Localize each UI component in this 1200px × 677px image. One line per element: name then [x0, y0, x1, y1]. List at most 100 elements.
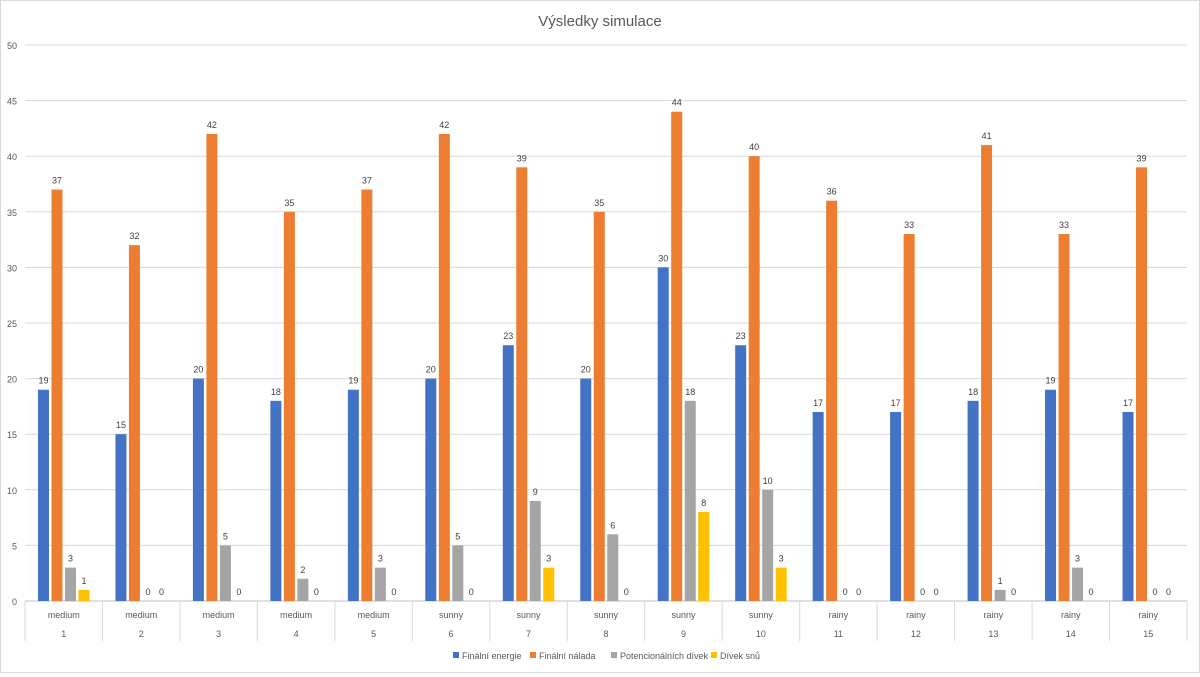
data-label: 0 [856, 587, 861, 597]
data-label: 19 [38, 376, 48, 386]
y-axis: 0 5 10 15 20 25 30 35 40 45 50 [7, 41, 17, 607]
y-tick-label: 5 [12, 541, 17, 551]
data-label: 5 [455, 531, 460, 541]
data-label: 42 [439, 120, 449, 130]
data-label: 0 [1166, 587, 1171, 597]
data-label: 0 [469, 587, 474, 597]
data-label: 20 [426, 365, 436, 375]
x-tick-label: 4 [294, 629, 299, 639]
data-label: 15 [116, 420, 126, 430]
x-group-label: sunny [594, 610, 619, 620]
data-label: 3 [68, 554, 73, 564]
y-tick-label: 50 [7, 41, 17, 51]
data-label: 0 [314, 587, 319, 597]
bar-3 [607, 534, 619, 601]
legend: Finální energie Finální nálada Potencionál… [453, 651, 760, 661]
data-label: 20 [193, 365, 203, 375]
legend-label: Potencionálních dívek [620, 651, 709, 661]
bars [37, 111, 1148, 602]
bar-2 [283, 211, 295, 602]
bar-1 [890, 411, 902, 601]
x-group-label: medium [125, 610, 157, 620]
gridlines [25, 44, 1187, 602]
x-tick-label: 9 [681, 629, 686, 639]
x-group-label: rainy [906, 610, 926, 620]
y-tick-label: 45 [7, 97, 17, 107]
bar-1 [580, 378, 592, 601]
bar-2 [671, 111, 683, 601]
bar-1 [502, 345, 514, 601]
x-tick-label: 5 [371, 629, 376, 639]
data-label: 19 [348, 376, 358, 386]
x-tick-label: 8 [603, 629, 608, 639]
data-label: 17 [1123, 398, 1133, 408]
data-label: 19 [1046, 376, 1056, 386]
bar-1 [735, 345, 747, 601]
data-label: 1 [81, 576, 86, 586]
x-tick-label: 3 [216, 629, 221, 639]
data-label: 30 [658, 253, 668, 263]
x-group-label: sunny [671, 610, 696, 620]
bar-2 [593, 211, 605, 602]
x-tick-label: 7 [526, 629, 531, 639]
bar-2 [981, 145, 993, 601]
y-tick-label: 35 [7, 208, 17, 218]
data-label: 0 [145, 587, 150, 597]
data-label: 39 [517, 153, 527, 163]
data-label: 39 [1137, 153, 1147, 163]
data-label: 0 [934, 587, 939, 597]
x-tick-label: 15 [1143, 629, 1153, 639]
data-label: 3 [378, 554, 383, 564]
bar-1 [425, 378, 437, 601]
legend-swatch-3 [611, 652, 617, 658]
data-label: 6 [610, 520, 615, 530]
y-tick-label: 25 [7, 319, 17, 329]
bar-2 [51, 189, 63, 601]
legend-swatch-4 [711, 652, 717, 658]
data-label: 9 [533, 487, 538, 497]
data-label: 41 [982, 131, 992, 141]
data-label: 23 [736, 331, 746, 341]
bar-1 [270, 400, 282, 601]
data-label: 23 [503, 331, 513, 341]
legend-label: Finální nálada [539, 651, 596, 661]
bar-2 [128, 245, 140, 601]
x-group-label: rainy [1139, 610, 1159, 620]
data-label: 3 [779, 554, 784, 564]
data-label: 0 [843, 587, 848, 597]
x-group-label: medium [48, 610, 80, 620]
data-label: 0 [624, 587, 629, 597]
x-tick-label: 11 [834, 629, 843, 639]
x-tick-label: 1 [61, 629, 66, 639]
bar-2 [826, 200, 838, 601]
bar-2 [361, 189, 373, 601]
bar-3 [64, 567, 76, 601]
bar-2 [1136, 167, 1148, 601]
x-tick-label: 14 [1066, 629, 1076, 639]
bar-3 [529, 500, 541, 601]
legend-label: Finální energie [462, 651, 522, 661]
data-label: 42 [207, 120, 217, 130]
data-label: 32 [129, 231, 139, 241]
x-tick-label: 13 [988, 629, 998, 639]
legend-swatch-1 [453, 652, 459, 658]
data-label: 1 [998, 576, 1003, 586]
data-label: 44 [672, 98, 682, 108]
x-group-label: rainy [984, 610, 1004, 620]
bar-2 [903, 234, 915, 602]
bar-3 [762, 489, 774, 601]
x-group-label: rainy [829, 610, 849, 620]
data-label: 8 [701, 498, 706, 508]
x-tick-label: 10 [756, 629, 766, 639]
bar-3 [684, 400, 696, 601]
y-tick-label: 15 [7, 430, 17, 440]
bar-3 [1072, 567, 1084, 601]
chart-title: Výsledky simulace [538, 13, 661, 30]
y-tick-label: 30 [7, 263, 17, 273]
data-label: 33 [904, 220, 914, 230]
data-label: 5 [223, 531, 228, 541]
data-label: 33 [1059, 220, 1069, 230]
bar-3 [994, 589, 1006, 601]
